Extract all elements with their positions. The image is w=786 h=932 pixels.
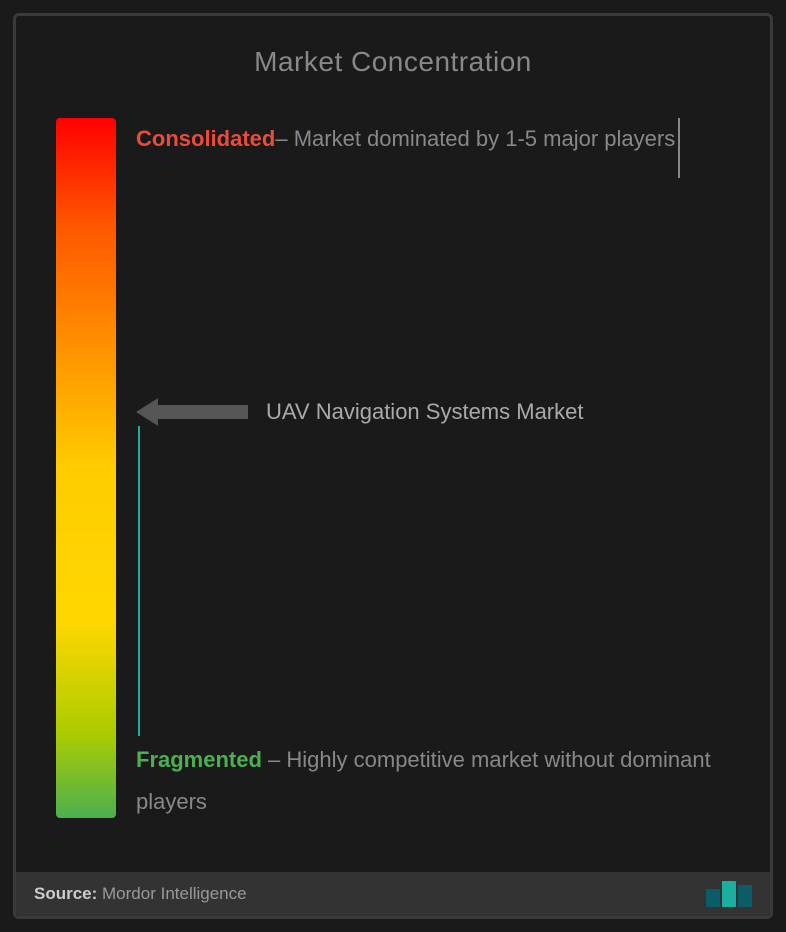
consolidated-keyword: Consolidated	[136, 126, 275, 151]
chart-title: Market Concentration	[46, 46, 740, 78]
labels-region: Consolidated– Market dominated by 1-5 ma…	[136, 118, 740, 838]
fragmented-label: Fragmented – Highly competitive market w…	[136, 739, 720, 823]
arrow-left-icon	[136, 398, 248, 426]
source-text: Source: Mordor Intelligence	[34, 884, 247, 904]
top-tick-mark	[678, 118, 680, 178]
content-area: Consolidated– Market dominated by 1-5 ma…	[46, 118, 740, 838]
infographic-card: Market Concentration Consolidated– Marke…	[13, 13, 773, 919]
marker-connector-line	[138, 426, 140, 736]
fragmented-keyword: Fragmented	[136, 747, 262, 772]
concentration-gradient-bar	[56, 118, 116, 818]
market-position-marker: UAV Navigation Systems Market	[136, 398, 583, 426]
mordor-logo-icon	[706, 881, 752, 907]
footer-bar: Source: Mordor Intelligence	[16, 872, 770, 916]
market-name-label: UAV Navigation Systems Market	[266, 399, 583, 425]
arrow-head	[136, 398, 158, 426]
arrow-shaft	[158, 405, 248, 419]
source-value: Mordor Intelligence	[97, 884, 246, 903]
consolidated-label: Consolidated– Market dominated by 1-5 ma…	[136, 118, 720, 160]
consolidated-desc: – Market dominated by 1-5 major players	[275, 126, 675, 151]
source-label: Source:	[34, 884, 97, 903]
